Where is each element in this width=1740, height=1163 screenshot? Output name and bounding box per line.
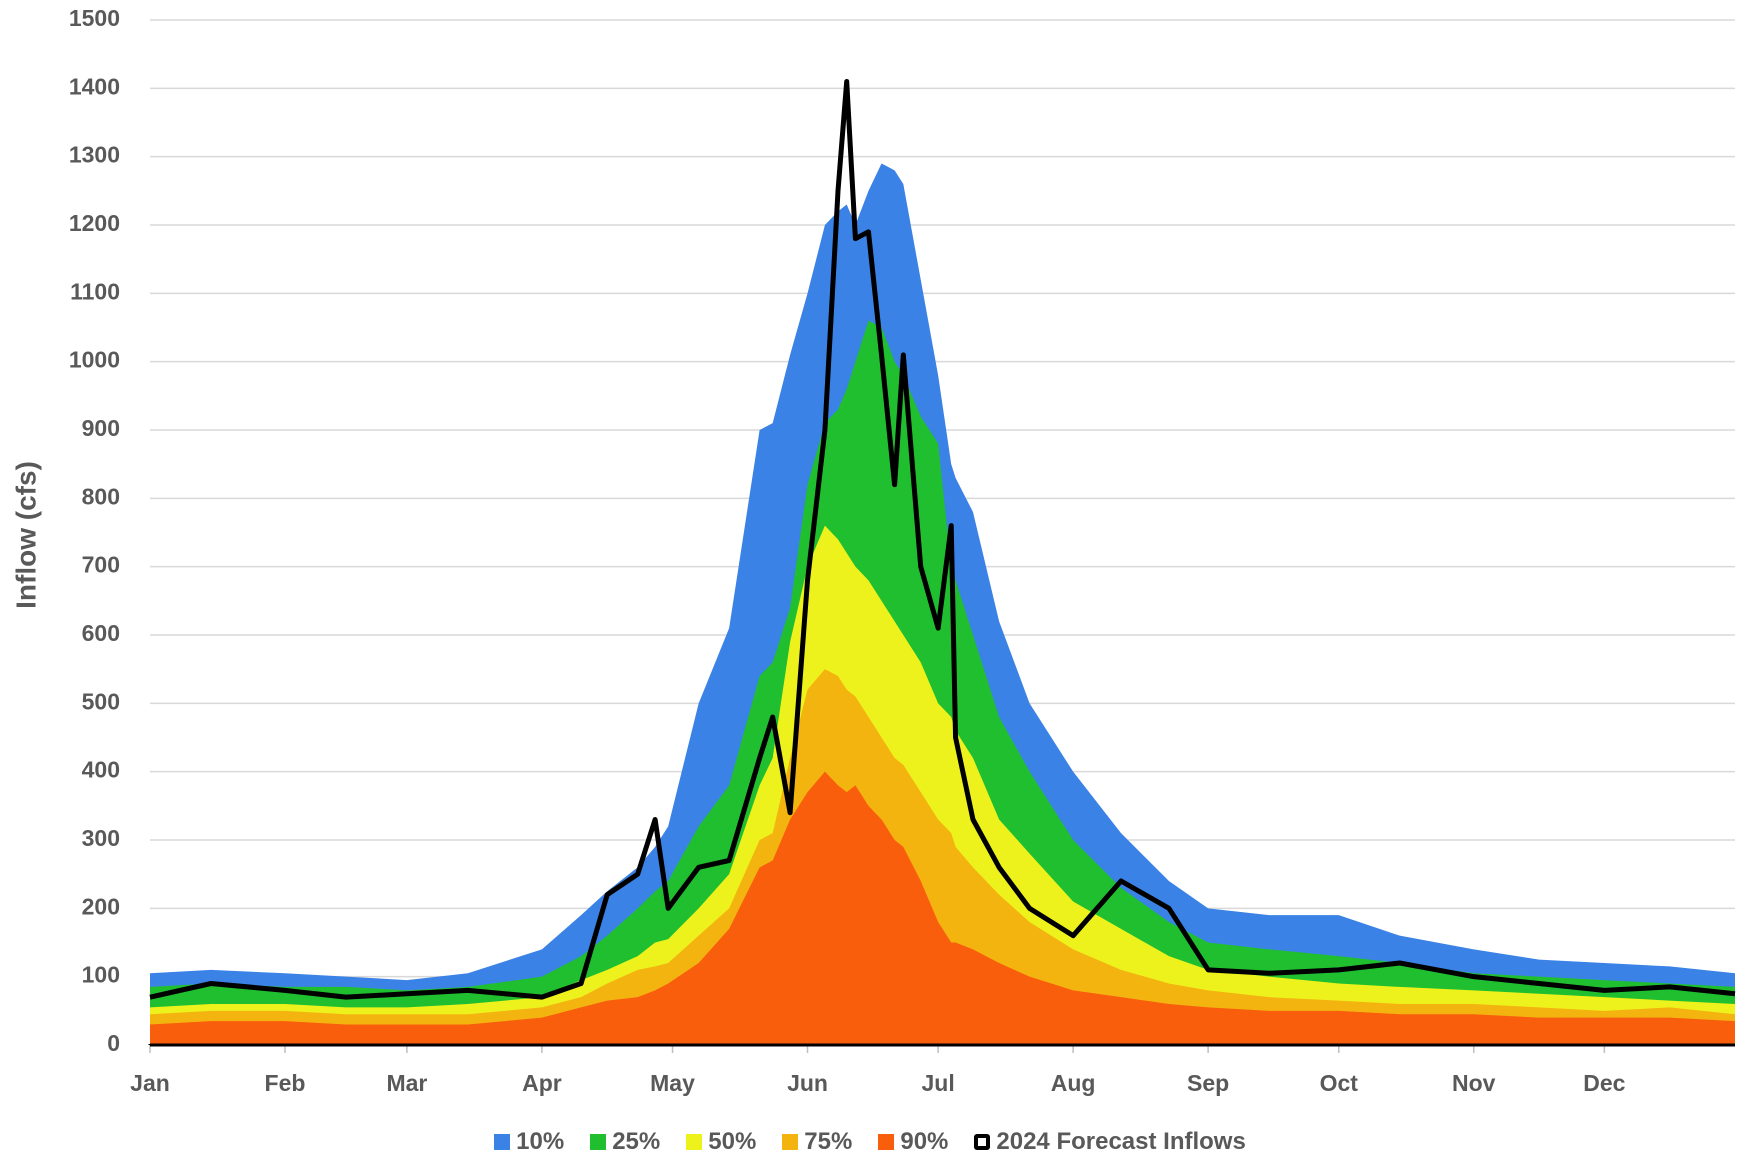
area [150,669,1735,1045]
legend-swatch [782,1134,799,1150]
y-tick-label: 1500 [69,5,120,31]
x-tick-label: Dec [1583,1070,1625,1096]
y-tick-label: 1100 [70,278,120,304]
x-tick-label: Jul [922,1070,955,1096]
y-tick-label: 200 [82,893,120,919]
y-tick-label: 0 [107,1030,120,1056]
x-tick-label: Sep [1187,1070,1229,1096]
x-tick-label: Jan [130,1070,170,1096]
y-tick-label: 900 [82,415,120,441]
legend-label: 90% [900,1128,949,1155]
y-tick-label: 600 [82,620,120,646]
legend-item: 75% [782,1128,852,1156]
legend-swatch [974,1134,991,1150]
y-tick-label: 1000 [69,347,120,373]
line [149,79,1736,1000]
legend-item: 50% [686,1128,756,1156]
y-tick-label: 700 [82,552,120,578]
x-tick-label: Oct [1320,1070,1359,1096]
legend-item: 2024 Forecast Inflows [974,1128,1246,1156]
legend-item: 90% [878,1128,948,1156]
area [150,771,1735,1045]
legend-swatch [878,1134,895,1150]
x-tick-label: Aug [1051,1070,1096,1096]
y-tick-label: 800 [82,483,120,509]
x-tick-label: Jun [787,1070,828,1096]
legend-swatch [686,1134,703,1150]
x-tick-label: Nov [1452,1070,1496,1096]
area [150,525,1735,1045]
legend-label: 2024 Forecast Inflows [996,1128,1246,1155]
y-tick-label: 1200 [69,210,120,236]
x-tick-label: Mar [386,1070,427,1096]
y-tick-label: 300 [82,825,120,851]
x-tick-label: Apr [522,1070,562,1096]
legend-label: 25% [612,1128,661,1155]
legend-label: 50% [708,1128,757,1155]
legend-label: 75% [804,1128,853,1155]
y-tick-label: 1400 [69,73,120,99]
y-tick-label: 400 [82,757,120,783]
y-tick-label: 1300 [69,142,120,168]
legend-swatch [494,1134,511,1150]
legend-item: 10% [494,1128,564,1156]
y-axis-title: Inflow (cfs) [10,461,41,609]
chart: Inflow (cfs) 0 100 200 300 400 500 600 700 800 90… [10,5,1736,1096]
legend-item: 25% [590,1128,660,1156]
legend-label: 10% [516,1128,565,1155]
legend-swatch [590,1134,607,1150]
legend: 10% 25% 50% 75% 90% 2024 Forecast Inflows [0,1128,1740,1156]
y-tick-label: 100 [82,962,120,988]
x-tick-label: May [650,1070,695,1096]
area [150,320,1735,1046]
y-tick-label: 500 [82,688,120,714]
x-tick-label: Feb [265,1070,306,1096]
